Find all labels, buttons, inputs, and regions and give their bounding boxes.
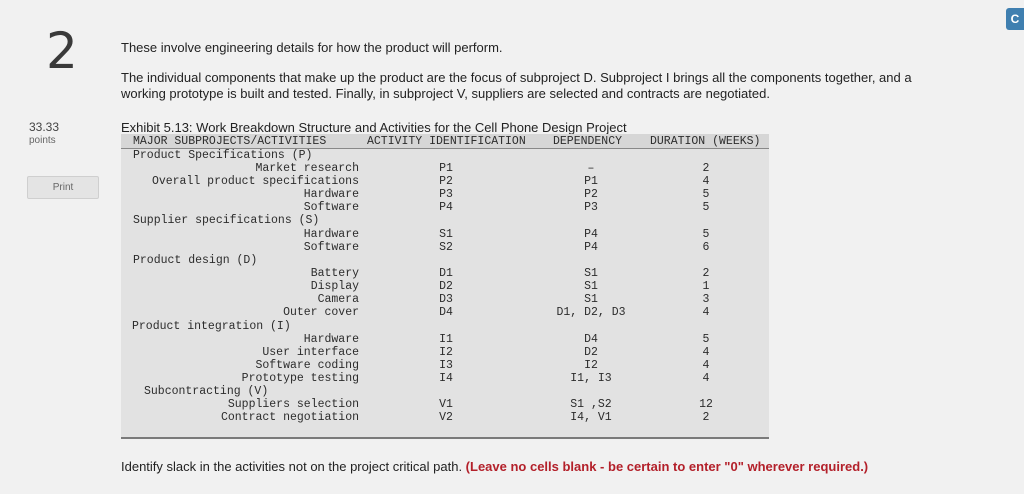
activity-id: V1: [421, 398, 471, 411]
activity-name: Prototype testing: [242, 372, 359, 385]
activity-dependency: P2: [541, 188, 641, 201]
question-prompt: Identify slack in the activities not on …: [121, 459, 868, 474]
activity-name: Battery: [311, 267, 359, 280]
activity-duration: 4: [686, 175, 726, 188]
activity-name: Hardware: [304, 188, 359, 201]
activity-name: User interface: [262, 346, 359, 359]
activity-name: Software: [304, 241, 359, 254]
activity-name: Software: [304, 201, 359, 214]
header-duration: DURATION (WEEKS): [650, 135, 760, 148]
points-label: points: [29, 135, 56, 146]
activity-dependency: I1, I3: [541, 372, 641, 385]
activity-name: Software coding: [255, 359, 359, 372]
activity-dependency: D2: [541, 346, 641, 359]
activity-id: P4: [421, 201, 471, 214]
activity-duration: 12: [686, 398, 726, 411]
activity-duration: 2: [686, 411, 726, 424]
subproject-heading: Product design (D): [133, 254, 257, 267]
activity-name: Display: [311, 280, 359, 293]
subproject-heading: Supplier specifications (S): [133, 214, 319, 227]
exhibit-title: Exhibit 5.13: Work Breakdown Structure a…: [121, 120, 627, 135]
activity-id: I3: [421, 359, 471, 372]
activity-duration: 5: [686, 333, 726, 346]
activity-id: P3: [421, 188, 471, 201]
activity-dependency: D1, D2, D3: [541, 306, 641, 319]
activity-id: P2: [421, 175, 471, 188]
question-sidebar: 2 33.33 points Print: [0, 0, 100, 494]
activity-name: Contract negotiation: [221, 411, 359, 424]
print-button[interactable]: Print: [27, 176, 99, 199]
activity-duration: 2: [686, 162, 726, 175]
table-header: MAJOR SUBPROJECTS/ACTIVITIES ACTIVITY ID…: [121, 134, 769, 149]
activity-id: D1: [421, 267, 471, 280]
activity-dependency: S1: [541, 280, 641, 293]
subproject-heading: Product integration (I): [132, 320, 291, 333]
activity-id: S2: [421, 241, 471, 254]
activity-id: P1: [421, 162, 471, 175]
activity-dependency: I4, V1: [541, 411, 641, 424]
activity-dependency: D4: [541, 333, 641, 346]
activity-dependency: P1: [541, 175, 641, 188]
activity-dependency: S1 ,S2: [541, 398, 641, 411]
header-activities: MAJOR SUBPROJECTS/ACTIVITIES: [133, 135, 326, 148]
activity-name: Hardware: [304, 228, 359, 241]
intro-text: These involve engineering details for ho…: [121, 40, 503, 56]
activity-id: I4: [421, 372, 471, 385]
activity-dependency: I2: [541, 359, 641, 372]
activity-dependency: P4: [541, 228, 641, 241]
table-bottom-rule: [121, 437, 769, 439]
activity-dependency: S1: [541, 293, 641, 306]
activity-dependency: P3: [541, 201, 641, 214]
header-activity-id: ACTIVITY IDENTIFICATION: [367, 135, 526, 148]
activity-name: Outer cover: [283, 306, 359, 319]
subproject-heading: Subcontracting (V): [144, 385, 268, 398]
activity-id: D2: [421, 280, 471, 293]
activity-duration: 5: [686, 201, 726, 214]
activity-name: Overall product specifications: [152, 175, 359, 188]
corner-button[interactable]: C: [1006, 8, 1024, 30]
activity-dependency: P4: [541, 241, 641, 254]
activity-id: D4: [421, 306, 471, 319]
activity-duration: 4: [686, 346, 726, 359]
activity-duration: 1: [686, 280, 726, 293]
header-dependency: DEPENDENCY: [553, 135, 622, 148]
activity-duration: 3: [686, 293, 726, 306]
activity-dependency: –: [541, 162, 641, 175]
prompt-text: Identify slack in the activities not on …: [121, 459, 466, 474]
activity-id: I1: [421, 333, 471, 346]
activity-duration: 4: [686, 306, 726, 319]
prompt-hint: (Leave no cells blank - be certain to en…: [466, 459, 868, 474]
activity-duration: 5: [686, 188, 726, 201]
subproject-heading: Product Specifications (P): [133, 149, 312, 162]
activity-duration: 2: [686, 267, 726, 280]
activity-duration: 6: [686, 241, 726, 254]
points-value: 33.33: [29, 120, 59, 134]
question-number: 2: [46, 22, 78, 80]
activity-name: Suppliers selection: [228, 398, 359, 411]
activity-dependency: S1: [541, 267, 641, 280]
activity-name: Hardware: [304, 333, 359, 346]
activity-duration: 4: [686, 359, 726, 372]
activity-name: Camera: [318, 293, 359, 306]
activity-id: I2: [421, 346, 471, 359]
activity-id: S1: [421, 228, 471, 241]
activity-duration: 5: [686, 228, 726, 241]
activity-name: Market research: [255, 162, 359, 175]
activity-id: D3: [421, 293, 471, 306]
activity-duration: 4: [686, 372, 726, 385]
activity-id: V2: [421, 411, 471, 424]
intro-paragraph: The individual components that make up t…: [121, 70, 951, 102]
